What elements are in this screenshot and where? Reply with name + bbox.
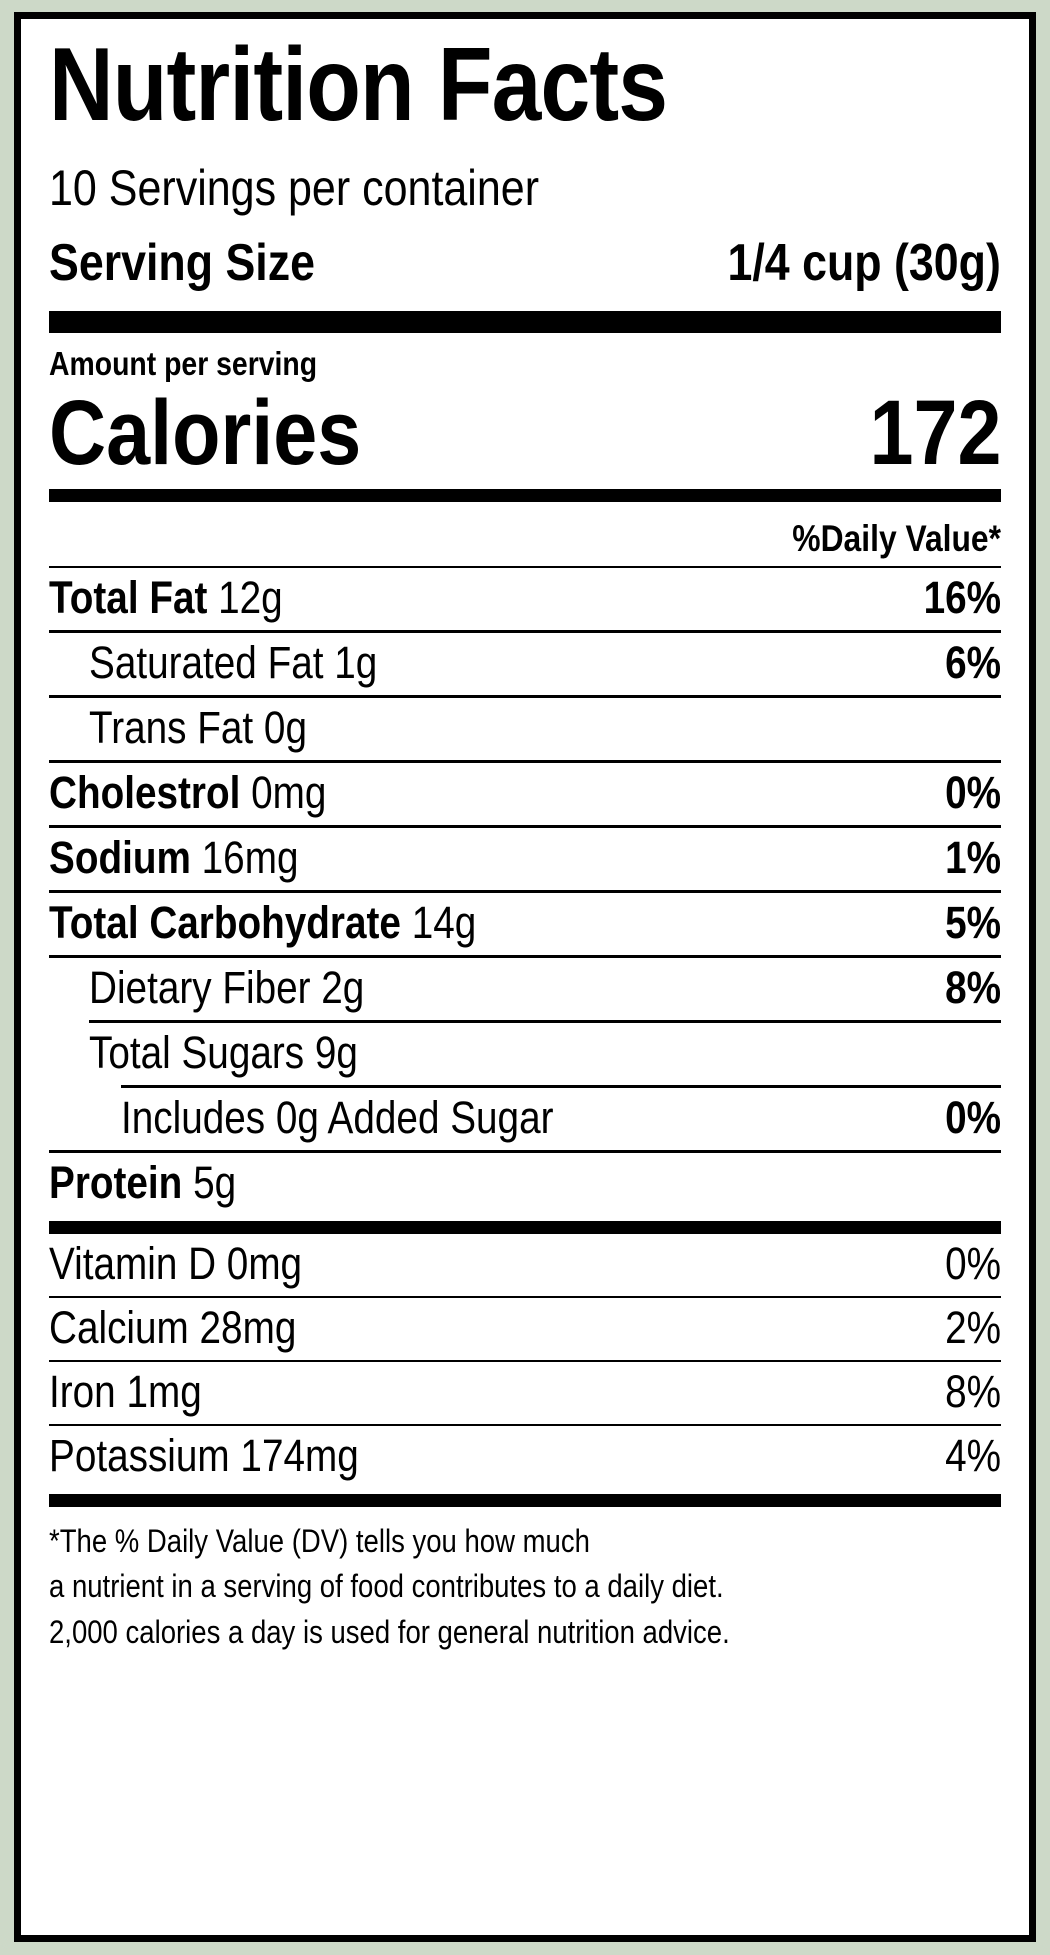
page-title: Nutrition Facts xyxy=(49,19,1001,141)
nutrient-name: Total Fat 12g xyxy=(49,572,283,623)
table-row: Total Sugars 9g xyxy=(49,1023,1001,1085)
table-row: Cholestrol 0mg 0% xyxy=(49,763,1001,825)
table-row: Trans Fat 0g xyxy=(49,698,1001,760)
nutrient-dv: 16% xyxy=(923,572,1001,623)
divider-hair-dv xyxy=(49,566,1001,568)
calories-value: 172 xyxy=(868,382,1001,484)
divider-row xyxy=(49,890,1001,893)
table-row: Includes 0g Added Sugar 0% xyxy=(49,1088,1001,1150)
daily-value-header: %Daily Value* xyxy=(792,518,1001,559)
nutrient-dv: 6% xyxy=(945,637,1001,688)
nutrition-facts-label: Nutrition Facts 10 Servings per containe… xyxy=(14,12,1036,1942)
nutrient-name: Saturated Fat 1g xyxy=(89,637,378,688)
serving-size-label: Serving Size xyxy=(49,234,315,292)
nutrient-name: Total Sugars 9g xyxy=(89,1027,358,1078)
nutrient-name: Total Carbohydrate 14g xyxy=(49,897,477,948)
footnote: *The % Daily Value (DV) tells you how mu… xyxy=(49,1507,1001,1655)
footnote-line-3: 2,000 calories a day is used for general… xyxy=(49,1613,730,1650)
vitamin-dv: 8% xyxy=(945,1366,1001,1417)
divider-row xyxy=(49,1296,1001,1298)
divider-row xyxy=(49,825,1001,828)
serving-size-row: Serving Size 1/4 cup (30g) xyxy=(49,219,1001,293)
nutrition-facts-title-text: Nutrition Facts xyxy=(49,27,668,141)
divider-row xyxy=(49,695,1001,698)
nutrient-name: Includes 0g Added Sugar xyxy=(121,1092,554,1143)
nutrient-dv: 0% xyxy=(945,767,1001,818)
divider-row xyxy=(49,760,1001,763)
calories-row: Calories 172 xyxy=(49,385,1001,483)
nutrient-dv: 1% xyxy=(945,832,1001,883)
serving-size-value: 1/4 cup (30g) xyxy=(727,234,1001,292)
table-row: Total Fat 12g 16% xyxy=(49,568,1001,630)
divider-row xyxy=(49,1424,1001,1426)
table-row: Sodium 16mg 1% xyxy=(49,828,1001,890)
divider-med-footnote xyxy=(49,1494,1001,1507)
footnote-line-2: a nutrient in a serving of food contribu… xyxy=(49,1568,724,1605)
divider-row xyxy=(121,1085,1001,1088)
divider-row xyxy=(49,1150,1001,1153)
amount-per-serving-label: Amount per serving xyxy=(49,345,318,382)
vitamin-name: Calcium 28mg xyxy=(49,1302,297,1353)
table-row: Dietary Fiber 2g 8% xyxy=(49,958,1001,1020)
divider-row xyxy=(49,955,1001,958)
servings-per-container-text: 10 Servings per container xyxy=(49,160,540,216)
servings-per-container: 10 Servings per container xyxy=(49,141,1001,219)
table-row: Total Carbohydrate 14g 5% xyxy=(49,893,1001,955)
table-row: Iron 1mg 8% xyxy=(49,1362,1001,1424)
nutrient-dv: 5% xyxy=(945,897,1001,948)
divider-row xyxy=(49,630,1001,633)
vitamin-name: Iron 1mg xyxy=(49,1366,202,1417)
vitamin-dv: 4% xyxy=(945,1430,1001,1481)
nutrient-name: Protein 5g xyxy=(49,1157,237,1208)
nutrient-dv: 8% xyxy=(945,962,1001,1013)
divider-med-calories xyxy=(49,489,1001,502)
vitamin-dv: 2% xyxy=(945,1302,1001,1353)
table-row: Potassium 174mg 4% xyxy=(49,1426,1001,1488)
nutrient-name: Sodium 16mg xyxy=(49,832,299,883)
nutrient-name: Trans Fat 0g xyxy=(89,702,307,753)
divider-row xyxy=(49,1360,1001,1362)
nutrient-dv: 0% xyxy=(945,1092,1001,1143)
divider-med-vitamins xyxy=(49,1221,1001,1234)
vitamin-dv: 0% xyxy=(945,1238,1001,1289)
table-row: Vitamin D 0mg 0% xyxy=(49,1234,1001,1296)
vitamin-name: Vitamin D 0mg xyxy=(49,1238,303,1289)
calories-label: Calories xyxy=(49,382,362,484)
vitamin-name: Potassium 174mg xyxy=(49,1430,359,1481)
nutrient-name: Dietary Fiber 2g xyxy=(89,962,365,1013)
footnote-line-1: *The % Daily Value (DV) tells you how mu… xyxy=(49,1523,590,1559)
divider-thick-top xyxy=(49,311,1001,333)
divider-row xyxy=(89,1020,1001,1023)
nutrient-name: Cholestrol 0mg xyxy=(49,767,327,818)
table-row: Calcium 28mg 2% xyxy=(49,1298,1001,1360)
table-row: Saturated Fat 1g 6% xyxy=(49,633,1001,695)
table-row: Protein 5g xyxy=(49,1153,1001,1215)
